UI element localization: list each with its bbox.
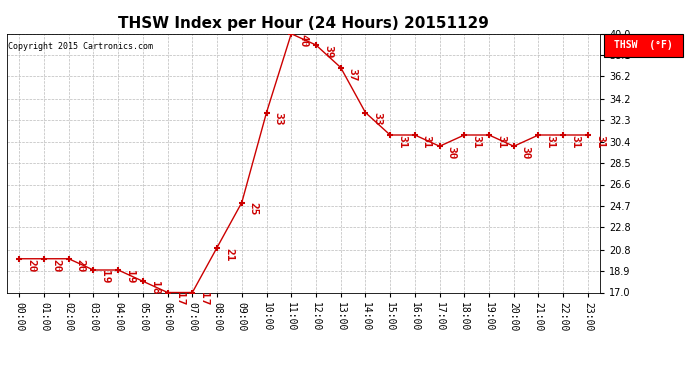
Text: 18: 18 [150,281,160,295]
Text: 31: 31 [545,135,555,148]
Text: 17: 17 [199,292,209,306]
Text: 19: 19 [125,270,135,284]
Text: 31: 31 [397,135,407,148]
Text: 19: 19 [100,270,110,284]
Text: THSW  (°F): THSW (°F) [614,40,673,50]
Text: 31: 31 [422,135,432,148]
Text: 31: 31 [570,135,580,148]
Text: 31: 31 [471,135,481,148]
Text: 20: 20 [51,259,61,272]
Text: 25: 25 [248,202,259,216]
Text: 39: 39 [323,45,333,58]
Text: 21: 21 [224,248,234,261]
Text: Copyright 2015 Cartronics.com: Copyright 2015 Cartronics.com [8,42,153,51]
Text: 31: 31 [496,135,506,148]
Text: 20: 20 [26,259,36,272]
Text: 30: 30 [521,146,531,160]
Text: 31: 31 [595,135,605,148]
Text: 33: 33 [273,112,284,126]
Text: 30: 30 [446,146,457,160]
Text: 20: 20 [76,259,86,272]
Title: THSW Index per Hour (24 Hours) 20151129: THSW Index per Hour (24 Hours) 20151129 [118,16,489,31]
Text: 37: 37 [348,68,357,81]
Text: 40: 40 [298,34,308,47]
Text: 33: 33 [373,112,382,126]
Text: 17: 17 [175,292,184,306]
